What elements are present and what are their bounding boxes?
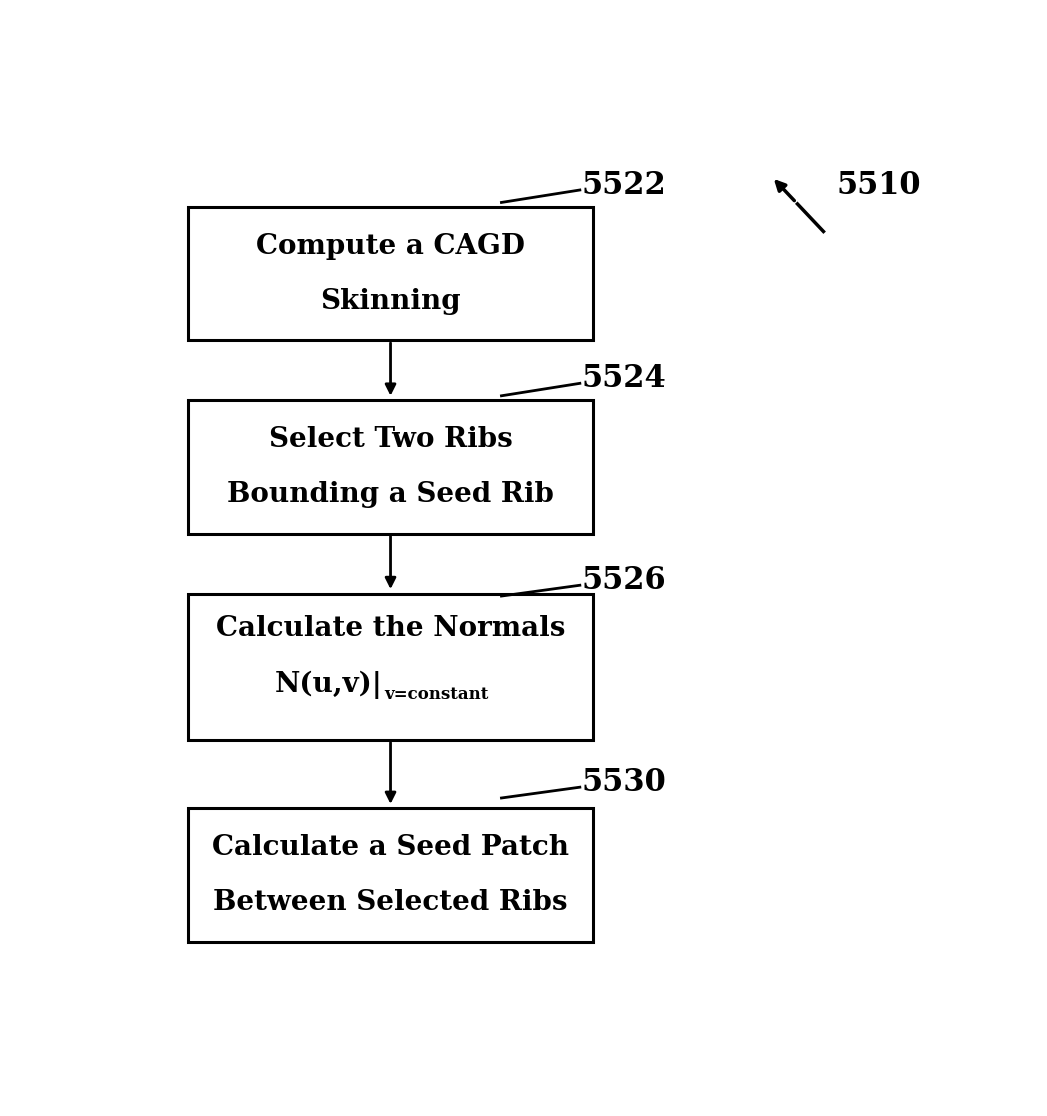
Text: Select Two Ribs: Select Two Ribs (269, 426, 512, 453)
Text: N(u,v)|: N(u,v)| (274, 671, 382, 700)
Text: 5526: 5526 (581, 566, 666, 596)
Text: v=constant: v=constant (384, 686, 488, 703)
Text: Compute a CAGD: Compute a CAGD (257, 232, 525, 260)
Text: 5530: 5530 (581, 767, 666, 798)
Text: Calculate the Normals: Calculate the Normals (216, 615, 565, 642)
Text: 5524: 5524 (581, 364, 666, 394)
FancyBboxPatch shape (187, 206, 594, 340)
Text: 5510: 5510 (837, 170, 921, 201)
FancyBboxPatch shape (187, 401, 594, 533)
Text: Bounding a Seed Rib: Bounding a Seed Rib (227, 481, 554, 508)
FancyBboxPatch shape (187, 594, 594, 740)
Text: Calculate a Seed Patch: Calculate a Seed Patch (213, 834, 569, 862)
Text: Between Selected Ribs: Between Selected Ribs (214, 889, 567, 916)
Text: 5522: 5522 (581, 170, 666, 201)
FancyBboxPatch shape (187, 808, 594, 942)
Text: Skinning: Skinning (320, 288, 461, 315)
